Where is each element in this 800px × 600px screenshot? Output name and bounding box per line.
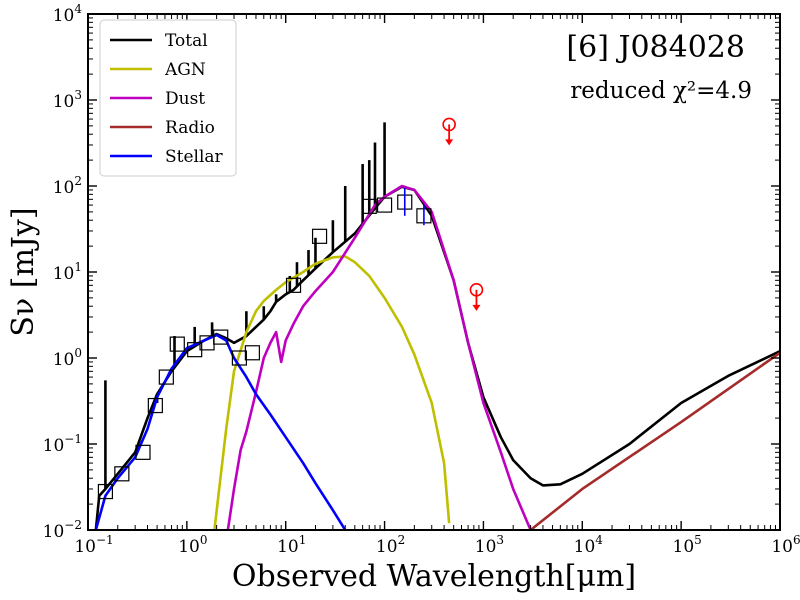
y-tick-label-base: 10 [53,92,75,112]
observed-point [311,228,328,244]
chart-title: [6] J084028 [566,30,745,65]
x-tick-label-base: 10 [574,537,596,557]
y-tick-label-exp: −1 [64,432,82,446]
observed-point [114,466,130,482]
y-tick-label-exp: 4 [74,2,82,16]
y-tick-label-exp: 0 [74,346,82,360]
y-axis-label: Sν [mJy] [6,207,41,336]
y-tick-label-exp: 1 [74,260,82,274]
observed-point [376,197,393,213]
observed-point [158,369,174,385]
legend-box [99,19,237,177]
y-tick-label: 10−2 [43,518,82,542]
upper-limit-arrow-head [445,139,454,146]
x-tick-label-base: 10 [74,537,96,557]
x-tick-label-exp: 3 [496,533,504,547]
observed-point [97,483,114,500]
y-tick-label-exp: 2 [74,174,82,188]
y-tick-label-base: 10 [43,436,65,456]
upper-limit-arrow-head [472,304,481,311]
x-tick-label-base: 10 [771,537,793,557]
chart-subtitle: reduced χ²=4.9 [570,78,752,104]
legend: Total AGN Dust Radio Stellar [99,19,237,177]
observed-point [147,397,163,414]
x-tick-label: 105 [673,533,702,557]
x-tick-label-base: 10 [376,537,398,557]
observed-point [213,329,229,345]
series-line-dust [226,184,532,530]
x-tick-label: 106 [771,533,800,557]
x-tick-label: 102 [376,533,405,557]
y-tick-label: 101 [53,260,82,284]
legend-label-agn: AGN [164,60,206,80]
legend-label-radio: Radio [165,118,215,138]
tick-labels: 10−1 100 101 102 103 104 105 10610−210−11001011… [43,2,800,557]
legend-label-stellar: Stellar [165,147,224,167]
series-line-stellar [94,333,347,530]
x-tick-label-exp: −1 [96,533,114,547]
x-tick-label-base: 10 [475,537,497,557]
y-tick-label-base: 10 [53,178,75,198]
legend-label-total: Total [165,31,208,51]
x-tick-label-exp: 0 [200,533,208,547]
legend-label-dust: Dust [165,89,205,109]
y-tick-label-base: 10 [53,6,75,26]
observed-point [244,345,260,361]
y-tick-label: 102 [53,174,82,198]
plot-area [94,117,780,530]
x-axis-label: Observed Wavelength[μm] [232,559,636,594]
x-tick-label-exp: 1 [299,533,307,547]
series-line-radio [529,351,780,530]
x-tick-label: 100 [178,533,207,557]
x-tick-label-exp: 6 [793,533,800,547]
series-line-agn [213,255,451,530]
observed-point [169,336,185,352]
x-tick-label: 103 [475,533,504,557]
y-tick-label-exp: −2 [64,518,82,532]
y-tick-label-base: 10 [43,522,65,542]
y-tick-label-base: 10 [53,350,75,370]
x-tick-label-exp: 4 [595,533,603,547]
y-tick-label-base: 10 [53,264,75,284]
plot-frame [87,13,781,531]
observed-point [361,198,377,214]
y-tick-label: 104 [53,2,83,26]
y-tick-label: 10−1 [43,432,82,456]
y-tick-label-exp: 3 [74,88,82,102]
x-tick-label-base: 10 [673,537,695,557]
x-tick-label: 101 [277,533,306,557]
x-tick-label: 104 [574,533,604,557]
y-tick-label: 100 [53,346,82,370]
observed-point [285,277,302,293]
x-tick-label-exp: 2 [398,533,406,547]
x-tick-label: 10−1 [74,533,113,557]
x-tick-label-base: 10 [277,537,299,557]
observed-point [135,444,151,460]
observed-point [231,350,247,366]
x-tick-label-exp: 5 [694,533,702,547]
x-tick-label-base: 10 [178,537,200,557]
y-tick-label: 103 [53,88,82,112]
